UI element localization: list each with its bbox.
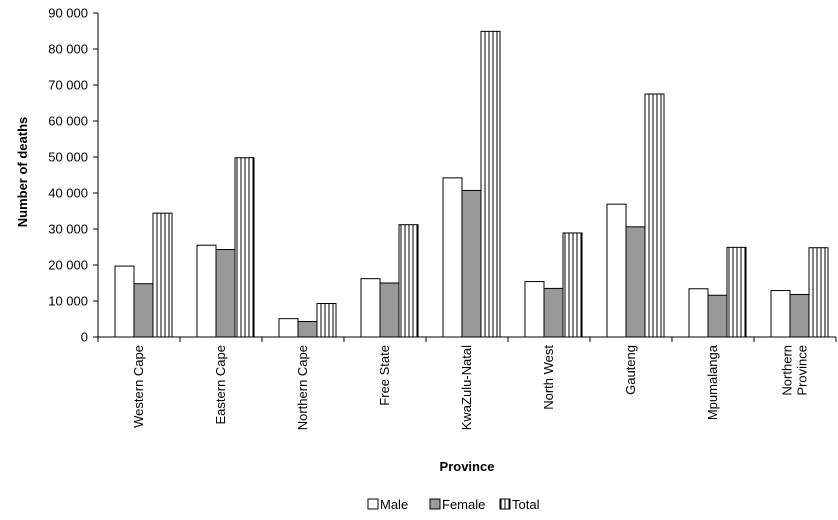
bar-male bbox=[196, 244, 217, 338]
bar-female bbox=[133, 283, 154, 338]
bar-total bbox=[644, 93, 665, 338]
y-tick-label: 50 000 bbox=[48, 150, 88, 165]
y-tick-label: 0 bbox=[81, 330, 88, 345]
bar-male bbox=[278, 318, 299, 338]
bar-male bbox=[114, 265, 135, 338]
legend-label-female: Female bbox=[442, 497, 485, 512]
legend-swatch-total bbox=[499, 498, 511, 510]
x-category-label: North West bbox=[541, 345, 556, 410]
bar-total bbox=[316, 303, 337, 338]
x-category-label: KwaZulu-Natal bbox=[459, 345, 474, 430]
bar-total bbox=[808, 247, 829, 338]
y-tick-label: 60 000 bbox=[48, 114, 88, 129]
bar-male bbox=[360, 278, 381, 338]
y-tick-label: 20 000 bbox=[48, 258, 88, 273]
bar-female bbox=[297, 321, 318, 338]
legend-label-male: Male bbox=[380, 497, 408, 512]
x-category-label: Free State bbox=[377, 345, 392, 406]
bar-total bbox=[480, 30, 501, 338]
x-category-label: Mpumalanga bbox=[705, 344, 720, 420]
x-axis-title: Province bbox=[440, 459, 495, 474]
y-tick-label: 30 000 bbox=[48, 222, 88, 237]
y-tick-label: 90 000 bbox=[48, 6, 88, 21]
x-category-label: Eastern Cape bbox=[213, 345, 228, 425]
bar-male bbox=[770, 290, 791, 338]
legend-swatch-female bbox=[429, 498, 441, 510]
bar-female bbox=[625, 226, 646, 338]
bar-total bbox=[152, 212, 173, 338]
bar-total bbox=[234, 157, 255, 338]
bar-female bbox=[461, 189, 482, 338]
legend-label-total: Total bbox=[512, 497, 540, 512]
bar-female bbox=[379, 282, 400, 338]
bar-male bbox=[606, 203, 627, 338]
legend: Male Female Total bbox=[367, 497, 540, 512]
y-axis-title: Number of deaths bbox=[15, 117, 30, 228]
bar-female bbox=[789, 294, 810, 338]
x-category-label: Province bbox=[795, 345, 810, 396]
x-category-label: Northern Cape bbox=[295, 345, 310, 430]
bar-male bbox=[688, 288, 709, 338]
bar-total bbox=[562, 232, 583, 338]
x-category-label: Western Cape bbox=[131, 345, 146, 428]
legend-swatch-male bbox=[367, 498, 379, 510]
bar-total bbox=[398, 224, 419, 338]
bar-female bbox=[707, 294, 728, 338]
bar-male bbox=[524, 281, 545, 338]
y-tick-label: 70 000 bbox=[48, 78, 88, 93]
x-category-label: Northern bbox=[780, 345, 795, 396]
labels: 0 10 000 20 000 30 000 40 000 50 000 60 000 70 … bbox=[48, 6, 809, 431]
bars bbox=[114, 30, 829, 338]
y-tick-label: 40 000 bbox=[48, 186, 88, 201]
bar-female bbox=[543, 287, 564, 338]
x-category-label: Gauteng bbox=[623, 345, 638, 395]
bar-female bbox=[215, 249, 236, 338]
bar-total bbox=[726, 246, 747, 338]
y-tick-label: 80 000 bbox=[48, 42, 88, 57]
y-tick-label: 10 000 bbox=[48, 294, 88, 309]
bar-male bbox=[442, 177, 463, 338]
